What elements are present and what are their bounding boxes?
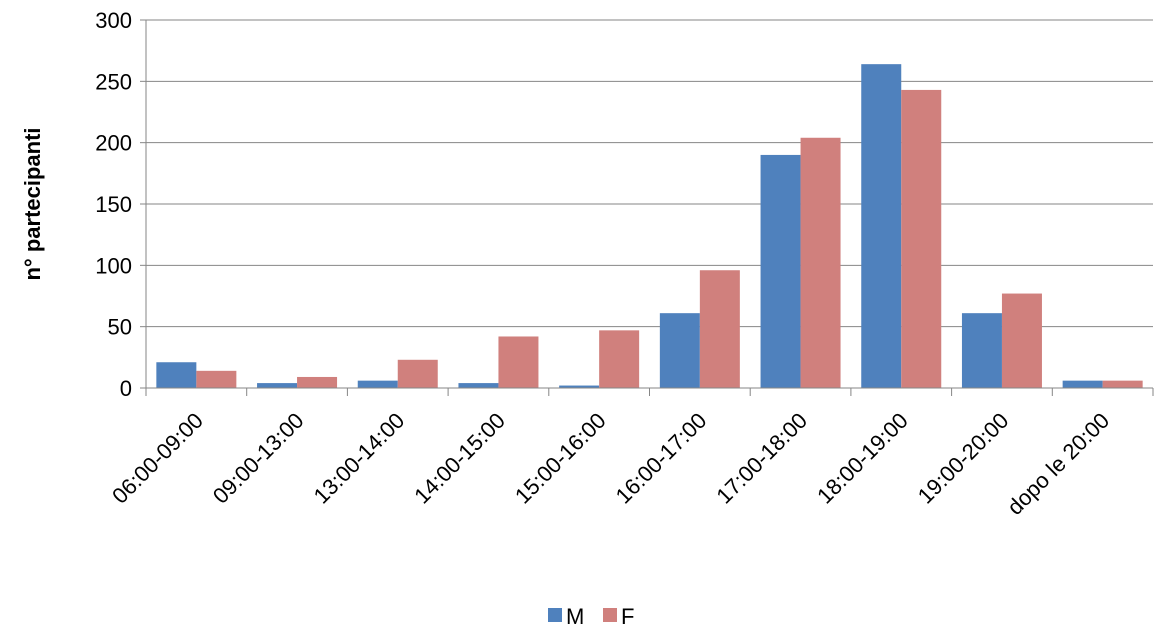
bar-m-6 [760,154,801,388]
bar-f-1 [297,376,338,388]
bars [156,64,1143,389]
legend-label-m: M [566,604,584,629]
x-tick-label: 06:00-09:00 [107,408,208,509]
y-tick-label: 250 [95,69,132,94]
x-tick-label: 15:00-16:00 [510,408,611,509]
x-tick-label: 19:00-20:00 [913,408,1014,509]
y-tick-label: 50 [108,315,132,340]
x-tick-label: 17:00-18:00 [711,408,812,509]
bar-f-0 [196,370,237,388]
bar-f-4 [599,330,640,388]
bar-f-5 [699,270,740,388]
y-tick-label: 0 [120,376,132,401]
bar-m-3 [458,383,499,388]
x-tick-label: 09:00-13:00 [208,408,309,509]
bar-m-2 [357,380,398,388]
x-tick-label: dopo le 20:00 [1002,408,1114,520]
bar-f-2 [397,359,438,388]
x-tick-label: 16:00-17:00 [611,408,712,509]
y-axis-title: n° partecipanti [20,127,45,280]
bar-m-4 [559,385,600,388]
legend-swatch-m [548,608,562,622]
bar-f-6 [800,137,841,388]
x-tick-label: 14:00-15:00 [409,408,510,509]
bar-f-3 [498,336,539,388]
bar-m-1 [257,383,298,388]
bar-m-7 [861,64,902,388]
bar-f-8 [1001,293,1042,388]
legend-label-f: F [621,604,634,629]
y-tick-label: 200 [95,131,132,156]
x-axis-tick-labels: 06:00-09:00 09:00-13:00 13:00-14:00 14:00-1… [107,388,1154,520]
bar-m-5 [659,313,700,388]
bar-f-7 [901,89,942,389]
x-tick-label: 18:00-19:00 [812,408,913,509]
legend-swatch-f [603,608,617,622]
gridlines [146,19,1153,328]
y-tick-label: 150 [95,192,132,217]
y-axis-tick-labels: 0 50 100 150 200 250 300 [95,8,146,401]
bar-m-9 [1062,380,1103,388]
bar-f-9 [1102,380,1143,388]
x-tick-label: 13:00-14:00 [309,408,410,509]
y-tick-label: 300 [95,8,132,33]
bar-m-0 [156,362,197,388]
y-tick-label: 100 [95,253,132,278]
bar-m-8 [961,313,1002,388]
